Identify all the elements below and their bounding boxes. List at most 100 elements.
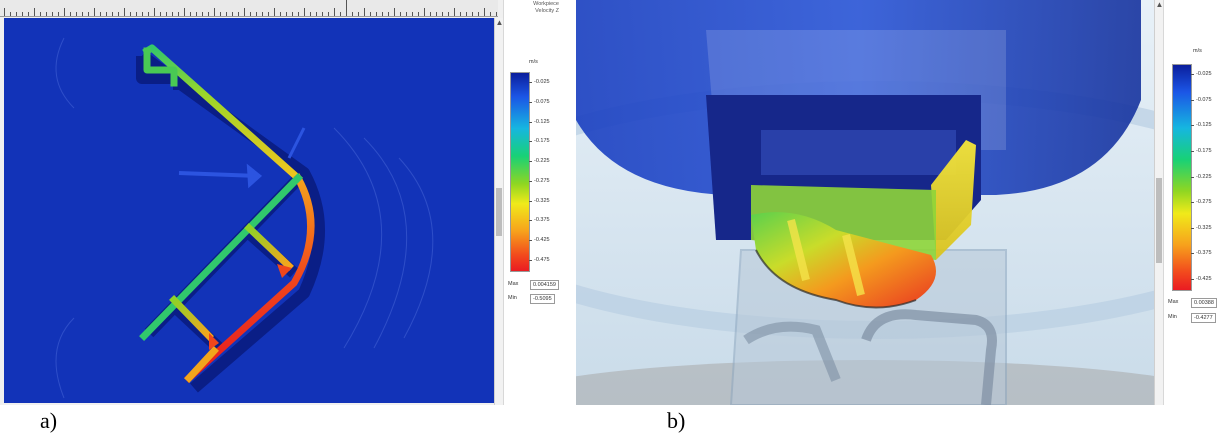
ruler-tick <box>382 12 383 16</box>
legend-tick-label: -0.425 <box>534 237 550 243</box>
ruler-tick <box>46 12 47 16</box>
ruler-tick <box>460 12 461 16</box>
ruler-tick <box>70 12 71 16</box>
velocity-plot-a <box>4 18 494 403</box>
ruler-tick <box>466 12 467 16</box>
legend-tick-label: -0.475 <box>534 257 550 263</box>
legend-tick-mark <box>529 161 532 162</box>
legend-tick-mark <box>529 122 532 123</box>
legend-tick-mark <box>529 260 532 261</box>
ruler-tick <box>16 12 17 16</box>
max-label: Max <box>508 281 518 287</box>
ruler-tick <box>148 12 149 16</box>
scroll-thumb[interactable] <box>1156 178 1162 263</box>
legend-header: Workpiece Velocity Z <box>504 1 559 15</box>
ruler-tick <box>358 12 359 16</box>
ruler-tick <box>34 8 35 16</box>
max-value-field[interactable]: 0.00388 <box>1191 298 1217 308</box>
ruler-tick <box>64 8 65 16</box>
ruler-tick <box>58 12 59 16</box>
ruler-tick <box>334 8 335 16</box>
legend-tick-mark <box>529 240 532 241</box>
ruler-tick <box>400 12 401 16</box>
ruler-tick <box>304 8 305 16</box>
ruler-tick <box>214 8 215 16</box>
legend-tick-label: -0.225 <box>1196 174 1212 180</box>
ruler-tick <box>298 12 299 16</box>
ruler-tick <box>328 12 329 16</box>
ruler-tick <box>88 12 89 16</box>
viewport-a[interactable] <box>4 18 494 403</box>
top-ruler <box>0 0 498 17</box>
ruler-tick <box>130 12 131 16</box>
legend-tick-mark <box>529 82 532 83</box>
ruler-tick <box>232 12 233 16</box>
legend-tick-label: -0.125 <box>534 119 550 125</box>
ruler-tick <box>124 8 125 16</box>
legend-tick-mark <box>1191 125 1194 126</box>
legend-tick-label: -0.175 <box>534 138 550 144</box>
ruler-tick <box>268 12 269 16</box>
ruler-tick <box>406 12 407 16</box>
ruler-tick <box>412 12 413 16</box>
ruler-tick <box>448 12 449 16</box>
ruler-tick <box>106 12 107 16</box>
scroll-thumb[interactable] <box>496 188 502 236</box>
ruler-tick <box>322 12 323 16</box>
legend-unit: m/s <box>529 59 538 65</box>
ruler-tick <box>352 12 353 16</box>
ruler-tick <box>52 12 53 16</box>
ruler-tick <box>178 12 179 16</box>
ruler-tick <box>166 12 167 16</box>
ruler-tick <box>370 12 371 16</box>
ruler-tick <box>238 12 239 16</box>
legend-tick-mark <box>1191 74 1194 75</box>
ruler-tick <box>82 12 83 16</box>
ruler-tick <box>430 12 431 16</box>
legend-tick-label: -0.325 <box>534 198 550 204</box>
ruler-tick <box>262 12 263 16</box>
max-value-field[interactable]: 0.004159 <box>530 280 559 290</box>
min-value-field[interactable]: -0.5095 <box>530 294 555 304</box>
ruler-tick <box>436 12 437 16</box>
ruler-tick <box>364 8 365 16</box>
legend-tick-label: -0.025 <box>1196 71 1212 77</box>
legend-tick-label: -0.175 <box>1196 148 1212 154</box>
legend-tick-mark <box>529 102 532 103</box>
ruler-tick <box>94 8 95 16</box>
ruler-tick <box>310 12 311 16</box>
max-label: Max <box>1168 299 1178 305</box>
ruler-tick <box>280 12 281 16</box>
ruler-tick <box>496 12 497 16</box>
ruler-tick <box>226 12 227 16</box>
ruler-tick <box>76 12 77 16</box>
ruler-tick <box>112 12 113 16</box>
legend-tick-label: -0.325 <box>1196 225 1212 231</box>
min-value-field[interactable]: -0.4277 <box>1191 313 1216 323</box>
ruler-tick <box>340 12 341 16</box>
legend-unit: m/s <box>1193 48 1202 54</box>
ruler-tick <box>292 12 293 16</box>
legend-tick-label: -0.275 <box>534 178 550 184</box>
min-label: Min <box>1168 314 1177 320</box>
legend-tick-mark <box>1191 253 1194 254</box>
panel-b: ▲ m/s -0.025 -0.075 -0.125 -0.175 -0.225 -0.2… <box>576 0 1227 405</box>
legend-tick-mark <box>529 201 532 202</box>
ruler-tick <box>190 12 191 16</box>
header-line-1: Workpiece <box>504 1 559 8</box>
ruler-tick <box>220 12 221 16</box>
legend-tick-mark <box>1191 202 1194 203</box>
legend-a: Workpiece Velocity Z m/s -0.025 -0.075 -0.… <box>503 0 560 405</box>
legend-tick-label: -0.125 <box>1196 122 1212 128</box>
color-scale-bar <box>510 72 530 272</box>
ruler-tick <box>160 12 161 16</box>
ruler-tick <box>442 12 443 16</box>
viewport-b[interactable] <box>576 0 1154 405</box>
ruler-tick <box>100 12 101 16</box>
legend-tick-mark <box>1191 100 1194 101</box>
legend-b: m/s -0.025 -0.075 -0.125 -0.175 -0.225 -0.275… <box>1163 0 1227 405</box>
min-label: Min <box>508 295 517 301</box>
legend-tick-mark <box>529 220 532 221</box>
ruler-tick <box>472 12 473 16</box>
velocity-plot-b <box>576 0 1154 405</box>
